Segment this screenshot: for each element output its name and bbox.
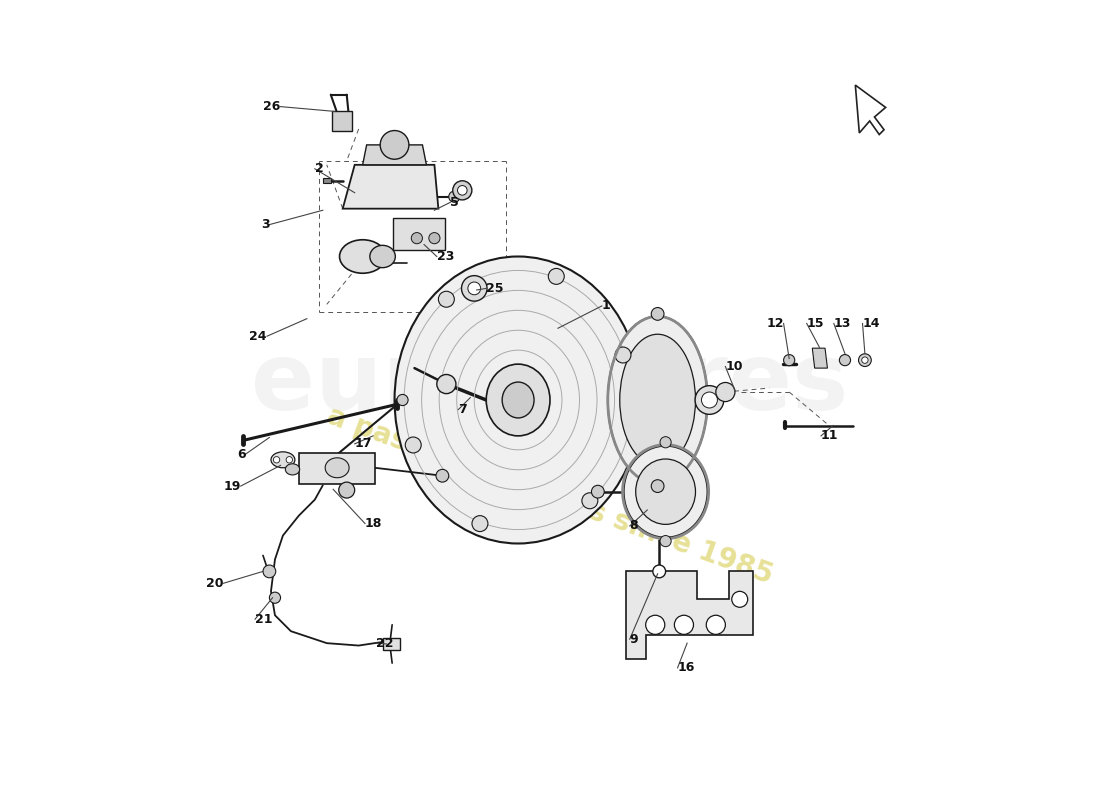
Text: 24: 24: [250, 330, 267, 342]
Polygon shape: [812, 348, 827, 368]
Text: 14: 14: [862, 317, 880, 330]
Text: 12: 12: [766, 317, 783, 330]
Polygon shape: [343, 165, 439, 209]
Ellipse shape: [370, 246, 395, 268]
Polygon shape: [856, 85, 886, 134]
Text: 15: 15: [806, 317, 824, 330]
Text: 2: 2: [315, 162, 323, 175]
Text: 19: 19: [223, 479, 241, 493]
Text: 10: 10: [725, 360, 742, 373]
Text: 5: 5: [450, 196, 459, 209]
Ellipse shape: [271, 452, 295, 468]
Text: 9: 9: [629, 633, 638, 646]
Circle shape: [439, 291, 454, 307]
Circle shape: [462, 276, 487, 301]
Bar: [383, 638, 400, 650]
Circle shape: [270, 592, 280, 603]
Circle shape: [674, 615, 693, 634]
Circle shape: [458, 186, 468, 195]
Circle shape: [437, 374, 455, 394]
Circle shape: [732, 591, 748, 607]
Ellipse shape: [395, 257, 641, 543]
Circle shape: [706, 615, 725, 634]
Ellipse shape: [326, 458, 349, 478]
Ellipse shape: [503, 382, 535, 418]
Text: 8: 8: [629, 519, 638, 533]
Circle shape: [660, 437, 671, 448]
Circle shape: [858, 354, 871, 366]
Circle shape: [651, 307, 664, 320]
Circle shape: [436, 470, 449, 482]
Circle shape: [582, 493, 597, 509]
Circle shape: [839, 354, 850, 366]
Text: 22: 22: [376, 637, 394, 650]
Text: 6: 6: [236, 448, 245, 461]
Circle shape: [651, 480, 664, 493]
Polygon shape: [363, 145, 427, 165]
Circle shape: [453, 181, 472, 200]
Text: 11: 11: [821, 430, 838, 442]
Circle shape: [411, 233, 422, 244]
Circle shape: [652, 565, 666, 578]
Circle shape: [429, 233, 440, 244]
Polygon shape: [332, 110, 352, 130]
Text: 3: 3: [261, 218, 270, 231]
Circle shape: [286, 457, 293, 463]
Text: eurospares: eurospares: [251, 338, 849, 430]
Text: 7: 7: [459, 403, 468, 416]
Polygon shape: [626, 571, 754, 659]
Circle shape: [472, 516, 488, 531]
Text: 18: 18: [365, 517, 383, 530]
Text: 13: 13: [834, 317, 851, 330]
Ellipse shape: [636, 459, 695, 524]
Circle shape: [615, 347, 631, 363]
Circle shape: [646, 615, 664, 634]
Circle shape: [716, 382, 735, 402]
Text: 17: 17: [354, 438, 372, 450]
Text: 16: 16: [678, 662, 695, 674]
Circle shape: [274, 457, 279, 463]
Ellipse shape: [340, 240, 386, 274]
Text: 20: 20: [206, 577, 223, 590]
Ellipse shape: [608, 316, 707, 484]
Circle shape: [381, 130, 409, 159]
Circle shape: [263, 565, 276, 578]
Text: 21: 21: [255, 613, 273, 626]
Polygon shape: [393, 218, 444, 250]
Bar: [322, 178, 331, 183]
Ellipse shape: [486, 364, 550, 436]
Text: 23: 23: [437, 250, 454, 263]
Circle shape: [397, 394, 408, 406]
Text: 26: 26: [263, 100, 280, 113]
Text: 25: 25: [486, 282, 504, 295]
Text: 1: 1: [602, 299, 610, 313]
Circle shape: [783, 354, 794, 366]
Circle shape: [449, 191, 460, 202]
Circle shape: [548, 269, 564, 284]
Circle shape: [339, 482, 354, 498]
Polygon shape: [299, 454, 375, 484]
Circle shape: [468, 282, 481, 294]
Text: a passion for parts since 1985: a passion for parts since 1985: [323, 402, 777, 590]
Ellipse shape: [624, 446, 707, 538]
Circle shape: [861, 357, 868, 363]
Ellipse shape: [619, 334, 695, 466]
Circle shape: [405, 437, 421, 453]
Circle shape: [660, 535, 671, 546]
Circle shape: [695, 386, 724, 414]
Circle shape: [702, 392, 717, 408]
Circle shape: [592, 486, 604, 498]
Ellipse shape: [285, 464, 299, 475]
